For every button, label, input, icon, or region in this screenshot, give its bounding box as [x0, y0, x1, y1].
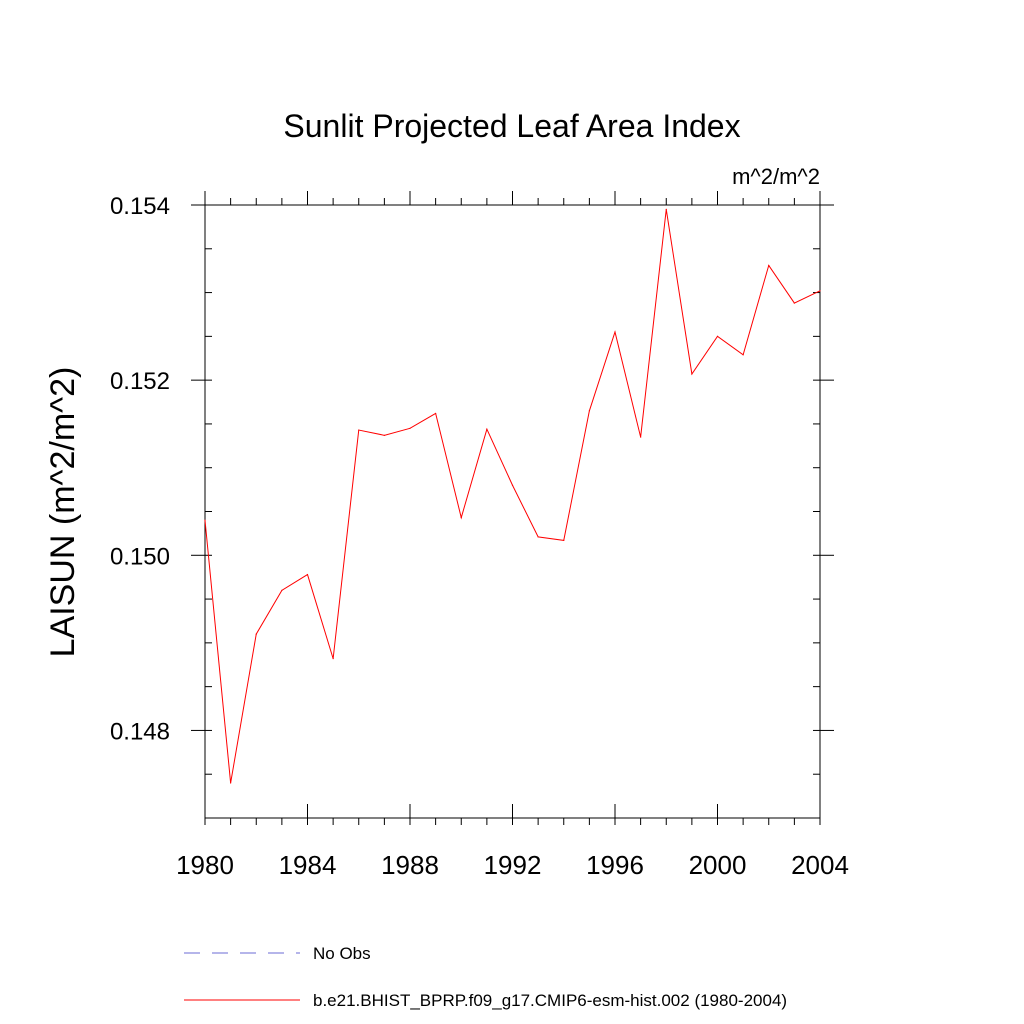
data-point — [460, 517, 462, 519]
y-tick-label: 0.152 — [110, 368, 170, 395]
x-tick-labels: 1980 1984 1988 1992 1996 2000 2004 — [176, 850, 849, 880]
x-tick-label: 2004 — [791, 850, 849, 880]
data-point — [716, 335, 719, 337]
legend-label-model: b.e21.BHIST_BPRP.f09_g17.CMIP6-esm-hist.… — [313, 991, 787, 1010]
plot-border — [204, 204, 821, 819]
data-point — [588, 410, 590, 412]
data-point — [563, 539, 565, 541]
legend: No Obs b.e21.BHIST_BPRP.f09_g17.CMIP6-es… — [184, 944, 787, 1010]
data-point — [511, 484, 514, 486]
units-label: m^2/m^2 — [732, 164, 820, 189]
x-tick-label: 1980 — [176, 850, 234, 880]
x-tick-label: 2000 — [689, 850, 747, 880]
legend-label-no-obs: No Obs — [313, 944, 371, 963]
x-tick-label: 1988 — [381, 850, 439, 880]
data-point — [204, 519, 206, 521]
data-point — [537, 536, 539, 538]
data-point — [306, 573, 309, 576]
data-point — [486, 428, 488, 430]
data-point — [640, 436, 642, 438]
y-tick-labels: 0.148 0.150 0.152 0.154 — [110, 193, 170, 745]
y-tick-label: 0.148 — [110, 718, 170, 745]
y-tick-label: 0.150 — [110, 543, 170, 570]
data-point — [383, 434, 385, 436]
data-point — [691, 373, 693, 375]
data-point — [614, 331, 616, 333]
data-point — [435, 412, 437, 415]
data-point — [409, 427, 411, 429]
data-point — [665, 208, 667, 210]
data-point — [742, 354, 744, 356]
y-tick-label: 0.154 — [110, 193, 170, 220]
x-tick-label: 1984 — [279, 850, 337, 880]
plot-frame — [204, 204, 821, 819]
data-point — [358, 429, 360, 431]
series-lines — [204, 208, 821, 784]
data-point — [793, 302, 795, 304]
major-ticks — [191, 191, 834, 818]
data-point — [230, 782, 232, 784]
chart-title: Sunlit Projected Leaf Area Index — [283, 108, 740, 144]
data-point — [819, 290, 821, 292]
x-tick-label: 1996 — [586, 850, 644, 880]
data-point — [281, 589, 283, 591]
data-point — [255, 633, 257, 635]
data-point — [768, 264, 770, 267]
data-point — [332, 658, 334, 660]
x-tick-label: 1992 — [484, 850, 542, 880]
minor-ticks — [204, 198, 821, 825]
y-axis-label: LAISUN (m^2/m^2) — [44, 367, 82, 658]
series-line — [204, 209, 821, 784]
